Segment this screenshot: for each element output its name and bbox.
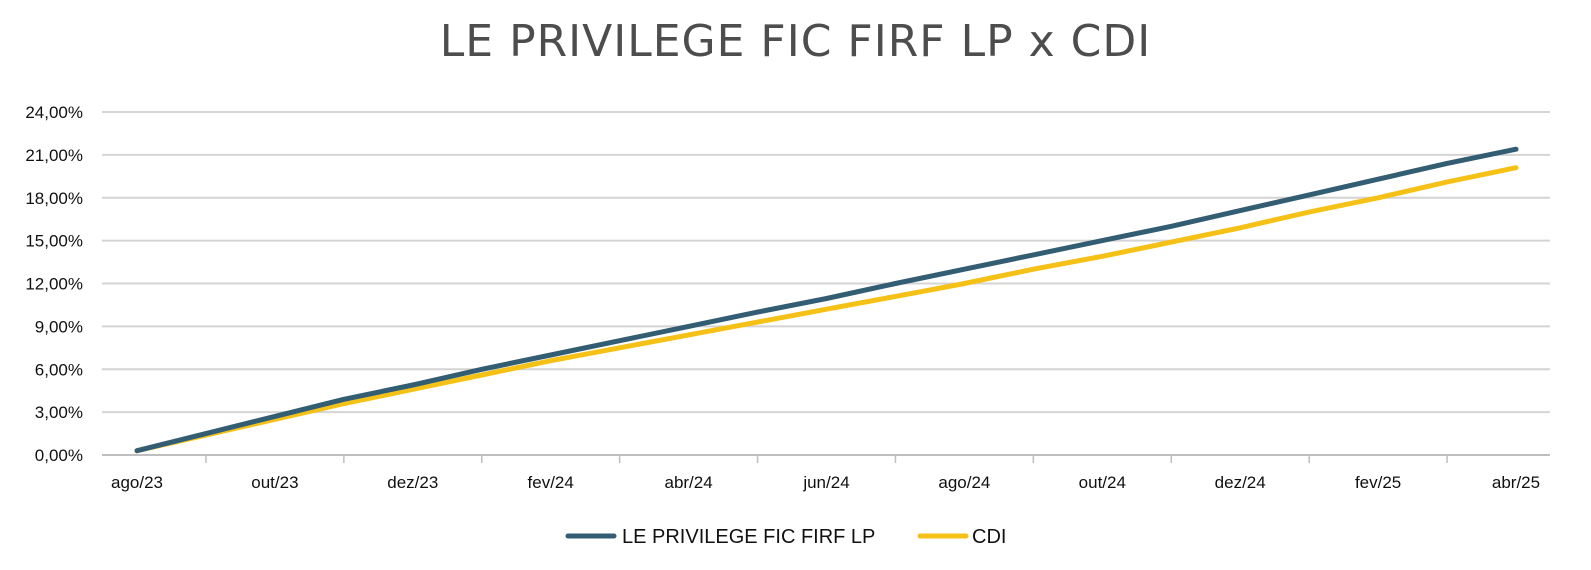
legend-label: CDI [972, 526, 1006, 548]
y-tick-label: 9,00% [35, 317, 83, 336]
y-tick-label: 21,00% [25, 146, 83, 165]
x-tick-label: dez/24 [1215, 473, 1266, 492]
y-tick-label: 15,00% [25, 232, 83, 251]
x-tick-label: ago/23 [111, 473, 163, 492]
y-tick-label: 6,00% [35, 360, 83, 379]
x-tick-label: fev/25 [1355, 473, 1401, 492]
y-tick-label: 3,00% [35, 403, 83, 422]
series-line [134, 165, 1519, 454]
x-tick-label: abr/25 [1492, 473, 1540, 492]
x-tick-label: out/23 [251, 473, 298, 492]
x-tick-label: dez/23 [387, 473, 438, 492]
grid-layer [102, 111, 1550, 414]
series-layer [134, 146, 1519, 454]
legend: LE PRIVILEGE FIC FIRF LP CDI [565, 526, 1006, 548]
axis-layer: 0,00% 3,00% 6,00% 9,00% 12,00% 15,00% 18,00% 21… [25, 103, 1550, 492]
series-line [134, 146, 1519, 454]
x-tick-label: fev/24 [528, 473, 574, 492]
x-tick-label: abr/24 [664, 473, 712, 492]
legend-label: LE PRIVILEGE FIC FIRF LP [622, 526, 875, 548]
y-tick-label: 24,00% [25, 103, 83, 122]
chart-title: LE PRIVILEGE FIC FIRF LP x CDI [439, 16, 1152, 67]
x-tick-label: jun/24 [802, 473, 849, 492]
x-tick-label: ago/24 [938, 473, 990, 492]
x-tick-label: out/24 [1079, 473, 1126, 492]
y-tick-label: 0,00% [35, 446, 83, 465]
y-tick-label: 12,00% [25, 275, 83, 294]
y-tick-label: 18,00% [25, 189, 83, 208]
